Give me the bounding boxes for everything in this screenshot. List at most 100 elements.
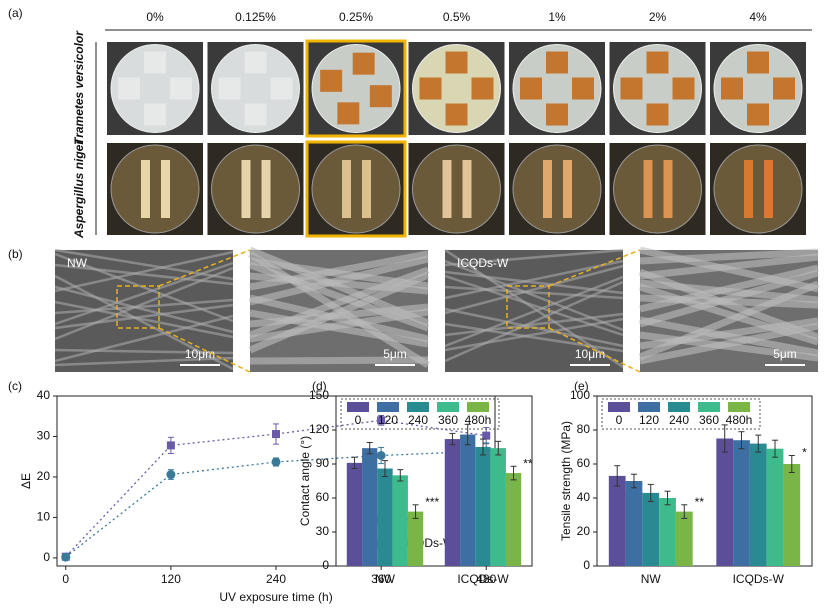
error-bar	[397, 469, 404, 482]
error-bar	[721, 424, 728, 453]
wood-block	[646, 103, 669, 126]
bar	[766, 448, 784, 566]
x-tick-label: ICQDs-W	[457, 572, 509, 586]
legend-label: 240	[669, 413, 689, 427]
y-tick-label: 10	[37, 510, 51, 524]
wood-strip	[663, 160, 673, 218]
wood-block	[144, 51, 166, 74]
y-axis-label: ΔE	[19, 473, 33, 489]
panel-label: (a)	[8, 6, 23, 20]
error-bar	[772, 439, 779, 458]
error-bar	[614, 465, 621, 487]
wood-block	[672, 77, 695, 100]
y-tick-label: 0	[583, 558, 590, 572]
fiber	[639, 269, 819, 328]
wood-block	[646, 51, 669, 74]
bar	[490, 448, 506, 566]
legend-swatch	[608, 402, 630, 412]
wood-block	[445, 51, 468, 74]
x-tick-label: ICQDs-W	[733, 572, 785, 586]
wood-block	[144, 103, 166, 126]
bar	[675, 511, 693, 566]
legend-swatch	[698, 402, 720, 412]
wood-block	[773, 77, 795, 100]
wood-block	[218, 77, 241, 100]
wood-block	[721, 77, 743, 100]
fiber	[444, 264, 624, 315]
concentration-label: 4%	[749, 10, 767, 24]
concentration-label: 1%	[548, 10, 566, 24]
species-label: Trametes versicolor	[72, 30, 86, 145]
fiber	[54, 356, 234, 367]
y-axis-label: Tensile strength (MPa)	[559, 421, 573, 541]
bar	[444, 439, 461, 566]
error-bar	[412, 504, 419, 519]
marker	[272, 430, 280, 439]
significance: ***	[425, 495, 439, 509]
bar	[362, 448, 378, 566]
zoom-box	[116, 285, 160, 329]
wood-block	[118, 77, 140, 100]
y-tick-label: 40	[37, 388, 51, 402]
fiber	[54, 250, 234, 293]
legend-swatch	[347, 402, 369, 412]
bar	[407, 511, 424, 566]
error-bar	[366, 441, 373, 455]
line	[65, 419, 487, 558]
y-tick-label: 0	[322, 558, 329, 572]
fiber	[54, 298, 234, 315]
fiber	[444, 322, 624, 353]
dish	[613, 44, 702, 133]
scale-label: 10μm	[185, 347, 215, 361]
fiber	[444, 248, 624, 267]
x-tick-label: 120	[161, 572, 181, 586]
marker	[166, 470, 176, 480]
legend-label: 0	[616, 413, 623, 427]
fiber	[249, 356, 429, 365]
y-tick-label: 0	[43, 550, 50, 564]
error-bar	[449, 432, 456, 446]
scale-label: 10μm	[575, 347, 605, 361]
dish	[412, 44, 501, 133]
y-tick-label: 60	[316, 490, 330, 504]
y-tick-label: 150	[309, 388, 329, 402]
wood-block	[572, 77, 594, 100]
fiber	[444, 317, 624, 352]
wood-block	[546, 103, 568, 126]
fiber	[54, 266, 234, 341]
wood-strip	[241, 160, 251, 218]
bar	[642, 492, 660, 566]
marker	[376, 451, 386, 460]
zoom-line	[548, 327, 641, 373]
wood-block	[620, 77, 643, 100]
error-bar	[510, 465, 517, 481]
dish	[512, 44, 602, 133]
axes-frame	[335, 395, 533, 567]
y-tick-label: 30	[316, 524, 330, 538]
wood-strip	[563, 160, 572, 218]
legend-swatch	[407, 402, 429, 412]
fiber	[444, 275, 624, 348]
legend-label: 120	[378, 413, 398, 427]
fiber	[639, 253, 819, 280]
bar	[377, 468, 393, 566]
significance: **	[523, 456, 533, 470]
y-tick-label: 80	[577, 422, 591, 436]
wood-strip	[764, 160, 773, 218]
significance: **	[695, 495, 705, 509]
y-tick-label: 120	[309, 422, 329, 436]
zoom-box	[506, 285, 550, 329]
bar	[392, 475, 408, 566]
y-tick-label: 20	[577, 524, 591, 538]
sem-label: NW	[67, 256, 88, 270]
wood-block	[471, 77, 494, 100]
wood-strip	[543, 160, 552, 218]
dish	[713, 44, 803, 133]
legend-label: 480h	[726, 413, 753, 427]
fiber	[639, 322, 819, 365]
concentration-label: 0.125%	[235, 10, 276, 24]
x-tick-label: 240	[266, 572, 286, 586]
y-tick-label: 90	[316, 456, 330, 470]
axes-frame	[596, 395, 813, 567]
error-bar	[464, 423, 471, 446]
